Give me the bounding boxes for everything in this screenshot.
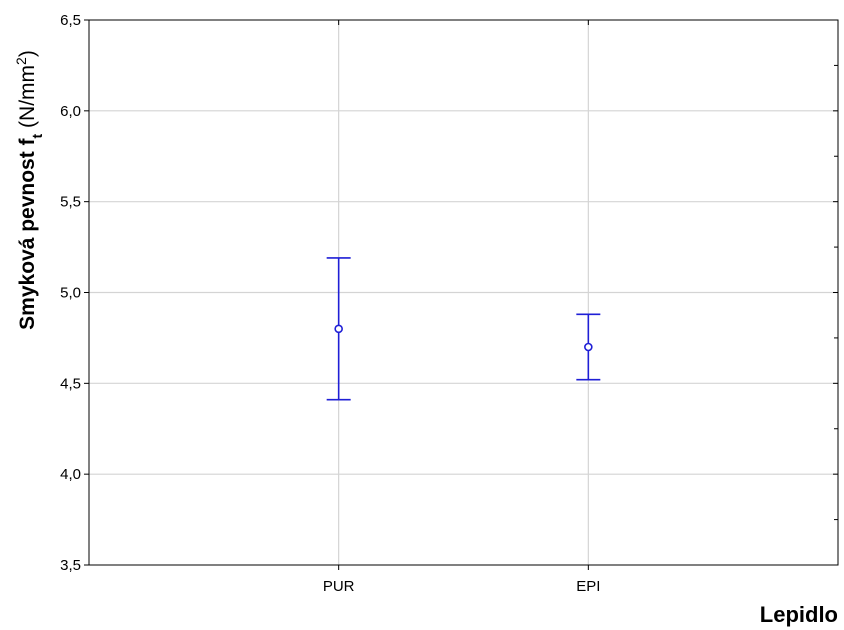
y-tick-label: 6,5: [60, 12, 81, 29]
data-marks: [326, 257, 601, 401]
y-tick-label: 5,0: [60, 285, 81, 302]
x-axis-title: Lepidlo: [760, 602, 838, 627]
y-tick-label: 6,0: [60, 103, 81, 120]
x-tick-label: PUR: [323, 578, 355, 595]
x-tick-label: EPI: [576, 578, 600, 595]
x-axis-ticks: PUR EPI: [323, 20, 600, 595]
mean-point: [334, 324, 343, 334]
mean-point: [584, 342, 593, 352]
y-axis-ticks: 3,5 4,0 4,5 5,0 5,5 6,0 6,5: [60, 12, 838, 574]
y-tick-label: 5,5: [60, 194, 81, 211]
y-tick-label: 3,5: [60, 557, 81, 574]
grid-lines: [89, 20, 838, 565]
y-axis-title: Smyková pevnost ft (N/mm2): [13, 50, 45, 330]
y-tick-label: 4,5: [60, 375, 81, 392]
y-tick-label: 4,0: [60, 466, 81, 483]
